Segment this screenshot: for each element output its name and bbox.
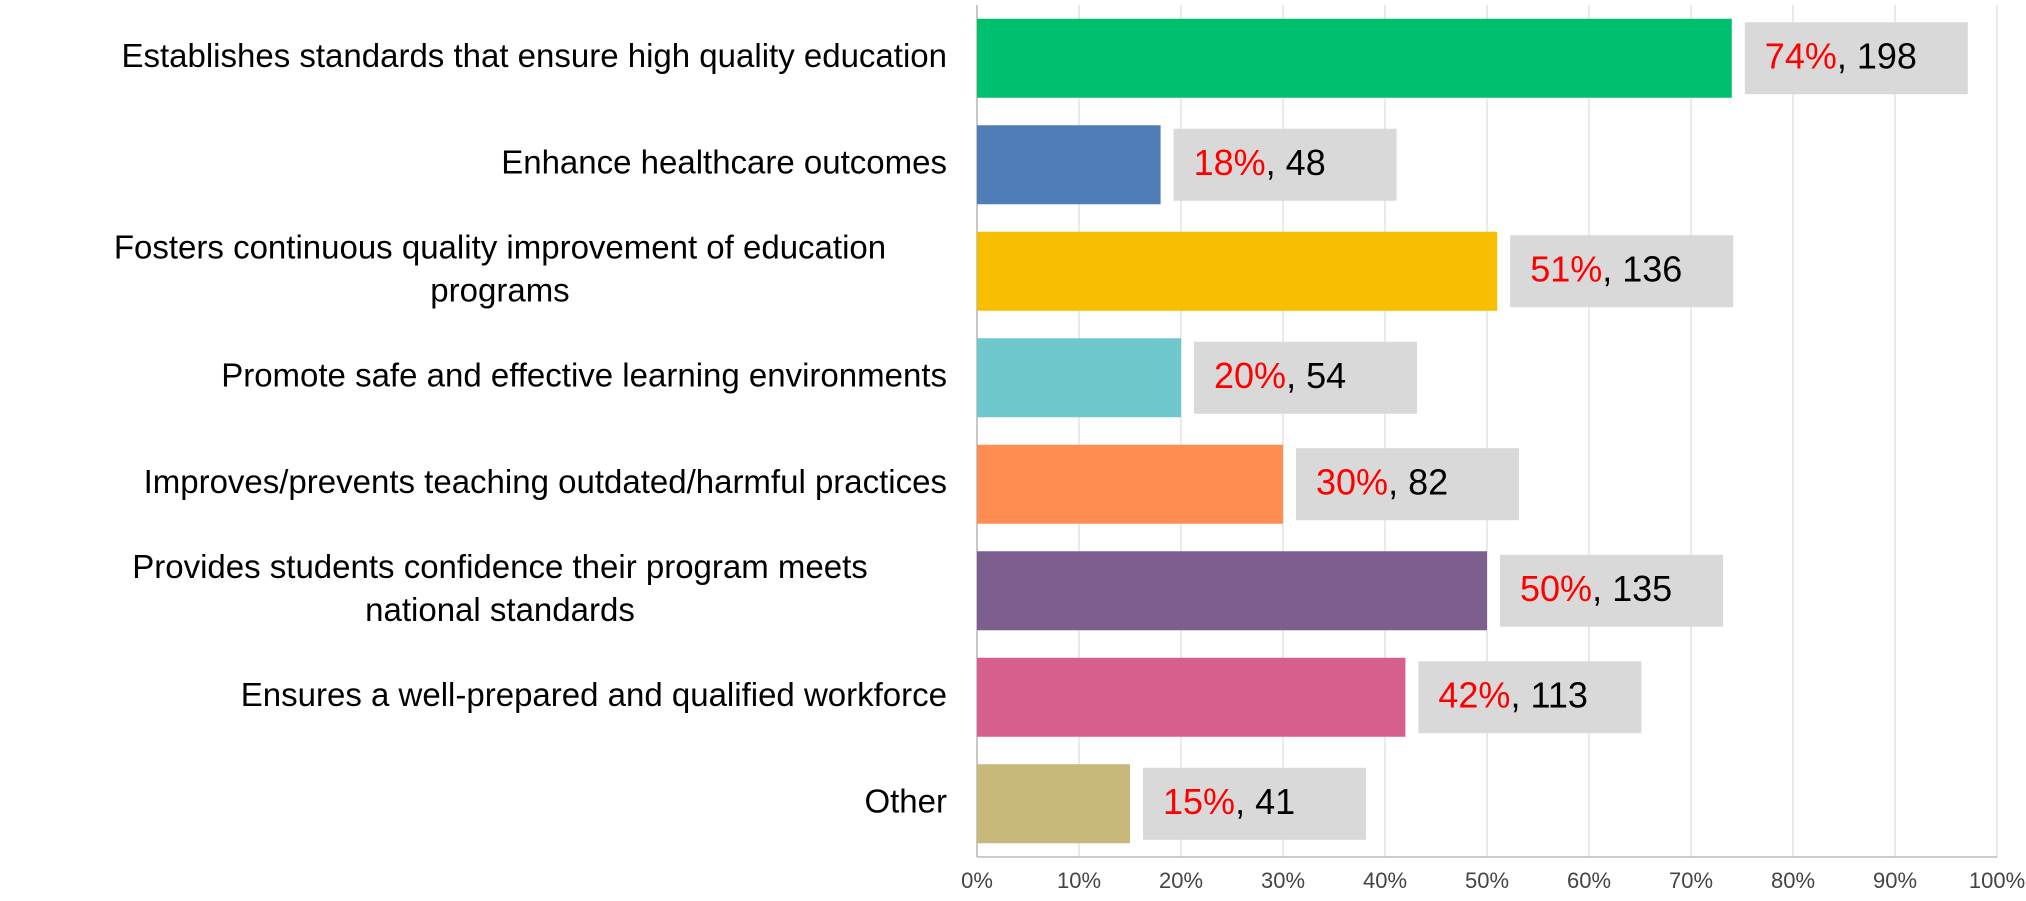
data-label: 42%, 113 — [1438, 674, 1587, 715]
data-label-separator: , — [1286, 354, 1306, 395]
data-label-separator: , — [1837, 35, 1857, 76]
y-tick-label: Ensures a well-prepared and qualified wo… — [241, 676, 947, 713]
data-label-count: 41 — [1255, 780, 1295, 821]
data-label-percent: 42% — [1438, 674, 1510, 715]
data-label-box — [1143, 767, 1366, 840]
data-label-count: 54 — [1306, 354, 1346, 395]
data-label: 30%, 82 — [1316, 461, 1448, 502]
y-tick-label: Establishes standards that ensure high q… — [121, 37, 947, 74]
y-tick-label: national standards — [365, 591, 635, 628]
x-tick-label: 20% — [1159, 868, 1203, 893]
data-label-percent: 74% — [1765, 35, 1837, 76]
data-label-separator: , — [1510, 674, 1530, 715]
y-tick-label: Improves/prevents teaching outdated/harm… — [144, 463, 947, 500]
bar — [977, 231, 1498, 311]
data-label: 15%, 41 — [1163, 780, 1295, 821]
y-tick-label: Promote safe and effective learning envi… — [221, 356, 947, 393]
y-tick-label: Provides students confidence their progr… — [132, 548, 868, 585]
y-tick-label: programs — [430, 271, 569, 308]
data-label-separator: , — [1388, 461, 1408, 502]
data-label-count: 113 — [1530, 674, 1587, 715]
bar — [977, 125, 1161, 205]
data-label-separator: , — [1266, 141, 1286, 182]
data-label-percent: 18% — [1194, 141, 1266, 182]
bar — [977, 657, 1406, 737]
data-label-box — [1418, 661, 1642, 734]
data-label-box — [1194, 341, 1417, 414]
data-label: 74%, 198 — [1765, 35, 1917, 76]
bar — [977, 444, 1283, 524]
x-tick-label: 60% — [1567, 868, 1611, 893]
x-tick-label: 50% — [1465, 868, 1509, 893]
x-tick-label: 70% — [1669, 868, 1713, 893]
data-label-box — [1510, 235, 1734, 308]
data-label-count: 82 — [1408, 461, 1448, 502]
data-label-count: 136 — [1622, 248, 1682, 289]
data-label-percent: 30% — [1316, 461, 1388, 502]
bar — [977, 18, 1732, 98]
x-tick-label: 0% — [961, 868, 993, 893]
data-label-count: 48 — [1286, 141, 1326, 182]
data-label-separator: , — [1235, 780, 1255, 821]
data-label-percent: 20% — [1214, 354, 1286, 395]
data-label-box — [1296, 448, 1519, 521]
x-tick-label: 80% — [1771, 868, 1815, 893]
data-label-percent: 51% — [1530, 248, 1602, 289]
data-label-percent: 15% — [1163, 780, 1235, 821]
data-label-separator: , — [1602, 248, 1622, 289]
data-label-box — [1500, 554, 1723, 627]
data-label-count: 198 — [1857, 35, 1917, 76]
data-label: 20%, 54 — [1214, 354, 1346, 395]
y-tick-label: Fosters continuous quality improvement o… — [114, 228, 886, 265]
data-label: 18%, 48 — [1194, 141, 1326, 182]
y-tick-label: Enhance healthcare outcomes — [501, 143, 947, 180]
x-tick-label: 100% — [1969, 868, 2025, 893]
bar — [977, 338, 1181, 418]
x-tick-label: 30% — [1261, 868, 1305, 893]
data-label-box — [1744, 22, 1968, 95]
data-label-percent: 50% — [1520, 567, 1592, 608]
y-tick-label: Other — [864, 782, 947, 819]
bar — [977, 764, 1130, 844]
data-label-separator: , — [1592, 567, 1612, 608]
data-label: 50%, 135 — [1520, 567, 1672, 608]
x-tick-label: 10% — [1057, 868, 1101, 893]
data-label-box — [1173, 128, 1397, 201]
data-label: 51%, 136 — [1530, 248, 1682, 289]
x-tick-label: 40% — [1363, 868, 1407, 893]
bar — [977, 551, 1487, 631]
data-label-count: 135 — [1612, 567, 1672, 608]
x-tick-label: 90% — [1873, 868, 1917, 893]
